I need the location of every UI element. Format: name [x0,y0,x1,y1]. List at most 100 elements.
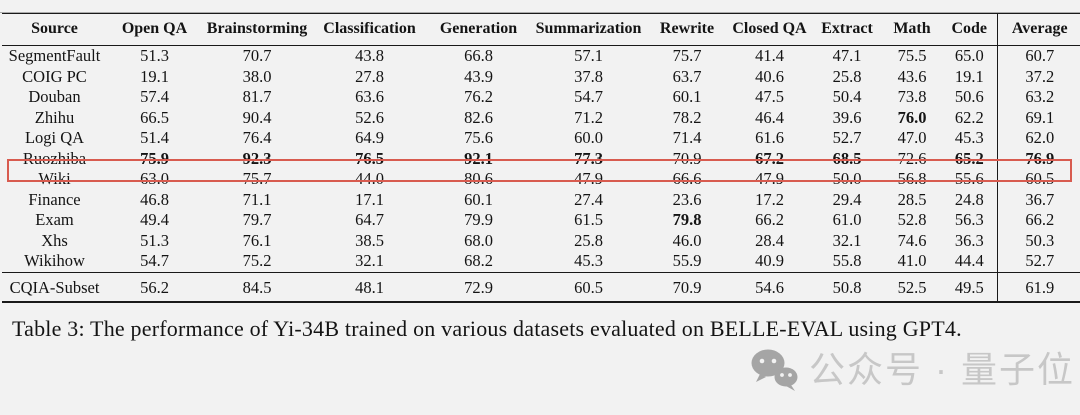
value-cell: 56.2 [107,271,202,302]
value-cell: 52.5 [882,271,942,302]
value-cell: 51.3 [140,230,169,250]
value-cell: 60.5 [996,169,1080,190]
value-cell: 92.1 [464,148,493,168]
table-row-segmentfault: SegmentFault 51.3 70.7 43.8 66.8 57.1 75.7 41.4… [2,45,1080,67]
value-cell: 67.2 [755,148,784,168]
value-cell: 66.8 [464,46,493,65]
value-cell: 63.2 [996,87,1080,108]
row-label: Logi QA [24,128,85,147]
value-cell: 40.6 [755,66,784,86]
column-header-math: Math [882,13,942,46]
wechat-icon [751,349,798,391]
value-cell: 52.8 [897,210,927,229]
value-cell: 41.4 [755,46,784,65]
value-cell: 50.4 [832,87,862,106]
value-cell: 37.8 [574,66,603,86]
table-row-wiki: Wiki 63.0 75.7 44.0 80.6 47.9 66.6 47.9 50.0 56.8… [2,169,1080,190]
value-cell: 68.0 [464,230,493,250]
value-cell: 76.2 [464,87,493,106]
table-row-coig-pc: COIG PC 19.1 38.0 27.8 43.9 37.8 63.7 40.6 25.8 4… [2,66,1080,87]
value-cell: 45.3 [574,251,603,270]
value-cell: 66.6 [672,169,702,188]
column-header-generation: Generation [427,13,530,46]
top-edge-line [0,12,1080,13]
value-cell: 37.2 [996,66,1080,87]
value-cell: 45.3 [954,128,984,147]
row-label: Finance [28,189,81,209]
value-cell: 25.8 [574,230,603,250]
value-cell: 63.0 [140,169,169,188]
value-cell: 47.9 [574,169,603,188]
table-row-logi-qa: Logi QA 51.4 76.4 64.9 75.6 60.0 71.4 61.6 52.7 4… [2,128,1080,149]
value-cell: 76.9 [996,148,1080,169]
column-header-code: Code [942,13,997,46]
value-cell: 68.5 [832,148,862,168]
value-cell: 76.4 [242,128,272,147]
value-cell: 60.1 [672,87,702,106]
value-cell: 49.4 [140,210,169,229]
value-cell: 44.4 [954,251,984,270]
value-cell: 39.6 [832,107,862,127]
value-cell: 61.0 [832,210,862,229]
row-label: Exam [35,210,74,229]
value-cell: 25.8 [832,66,862,86]
column-header-summarization: Summarization [530,13,647,46]
value-cell: 36.3 [954,230,984,250]
value-cell: 73.8 [897,87,927,106]
value-cell: 69.1 [996,107,1080,128]
value-cell: 61.5 [574,210,603,229]
value-cell: 32.1 [355,251,384,270]
value-cell: 62.0 [996,128,1080,149]
value-cell: 50.6 [954,87,984,106]
value-cell: 75.9 [140,148,169,168]
value-cell: 24.8 [954,189,984,209]
value-cell: 77.3 [574,148,603,168]
value-cell: 43.6 [897,66,927,86]
value-cell: 55.6 [954,169,984,188]
value-cell: 48.1 [312,271,427,302]
value-cell: 50.3 [996,230,1080,251]
value-cell: 65.2 [954,148,984,168]
value-cell: 79.9 [464,210,493,229]
value-cell: 19.1 [954,66,984,86]
column-header-open-qa: Open QA [107,13,202,46]
value-cell: 54.7 [574,87,603,106]
value-cell: 76.5 [355,148,384,168]
value-cell: 61.6 [755,128,784,147]
value-cell: 66.2 [755,210,784,229]
row-label: Wikihow [24,251,85,270]
value-cell: 72.9 [427,271,530,302]
value-cell: 60.5 [530,271,647,302]
value-cell: 52.7 [996,251,1080,272]
value-cell: 44.0 [355,169,384,188]
table-row-cqia-subset: CQIA-Subset 56.2 84.5 48.1 72.9 60.5 70.9 54.6 5… [2,271,1080,302]
value-cell: 23.6 [672,189,702,209]
value-cell: 46.0 [672,230,702,250]
row-label: SegmentFault [8,46,101,65]
value-cell: 63.6 [355,87,384,106]
value-cell: 90.4 [242,107,272,127]
column-header-classification: Classification [312,13,427,46]
value-cell: 64.9 [355,128,384,147]
value-cell: 66.5 [140,107,169,127]
value-cell: 60.7 [996,45,1080,67]
value-cell: 71.4 [672,128,702,147]
value-cell: 66.2 [996,210,1080,231]
value-cell: 78.2 [672,107,702,127]
value-cell: 56.8 [897,169,927,188]
value-cell: 38.5 [355,230,384,250]
value-cell: 43.9 [464,66,493,86]
value-cell: 68.2 [464,251,493,270]
value-cell: 43.8 [355,46,384,65]
column-header-rewrite: Rewrite [647,13,727,46]
value-cell: 17.1 [355,189,384,209]
value-cell: 19.1 [140,66,169,86]
value-cell: 70.9 [672,148,702,168]
row-label: Ruozhiba [22,148,87,168]
value-cell: 28.5 [897,189,927,209]
value-cell: 70.7 [242,46,272,65]
row-label: Zhihu [34,107,75,127]
value-cell: 49.5 [942,271,997,302]
value-cell: 75.6 [464,128,493,147]
value-cell: 52.6 [355,107,384,127]
